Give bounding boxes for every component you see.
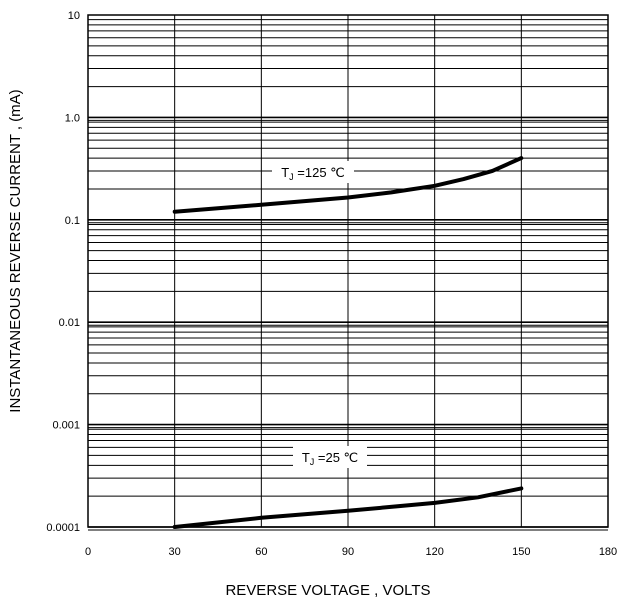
y-tick-label: 10 [68, 10, 80, 22]
annotation-prefix: T [281, 165, 289, 180]
x-tick-label: 0 [85, 546, 91, 558]
annotation-subscript: J [289, 172, 294, 182]
x-tick-label: 120 [425, 546, 443, 558]
annotation-layer: TJ =125 ℃TJ =25 ℃ [272, 161, 367, 468]
annotation-text: =125 ℃ [294, 165, 345, 180]
y-tick-label: 1.0 [65, 112, 80, 124]
annotation-bg [293, 446, 367, 468]
y-tick-label: 0.01 [59, 317, 80, 329]
series-annotation-0: TJ =125 ℃ [281, 165, 345, 182]
tick-labels: 0 30 60 90 120 150 180 0.0001 0.001 0.01 0.1 1.0 10 [46, 10, 617, 558]
x-axis-title: REVERSE VOLTAGE , VOLTS [225, 582, 430, 599]
series-layer [172, 156, 524, 529]
x-tick-label: 60 [255, 546, 267, 558]
annotation-bg [272, 161, 354, 183]
x-tick-label: 30 [169, 546, 181, 558]
series-annotation-1: TJ =25 ℃ [302, 450, 358, 467]
annotation-subscript: J [310, 457, 315, 467]
series-curve-1 [172, 486, 524, 529]
plot-frame [87, 14, 609, 528]
x-tick-label: 90 [342, 546, 354, 558]
x-tick-label: 150 [512, 546, 530, 558]
series-curve-0 [172, 156, 524, 214]
y-tick-label: 0.1 [65, 215, 80, 227]
y-axis-title: INSTANTANEOUS REVERSE CURRENT , (mA) [7, 89, 24, 412]
annotation-text: =25 ℃ [314, 450, 358, 465]
x-tick-label: 180 [599, 546, 617, 558]
y-tick-label: 0.0001 [46, 522, 80, 534]
annotation-prefix: T [302, 450, 310, 465]
y-tick-label: 0.001 [52, 420, 80, 432]
